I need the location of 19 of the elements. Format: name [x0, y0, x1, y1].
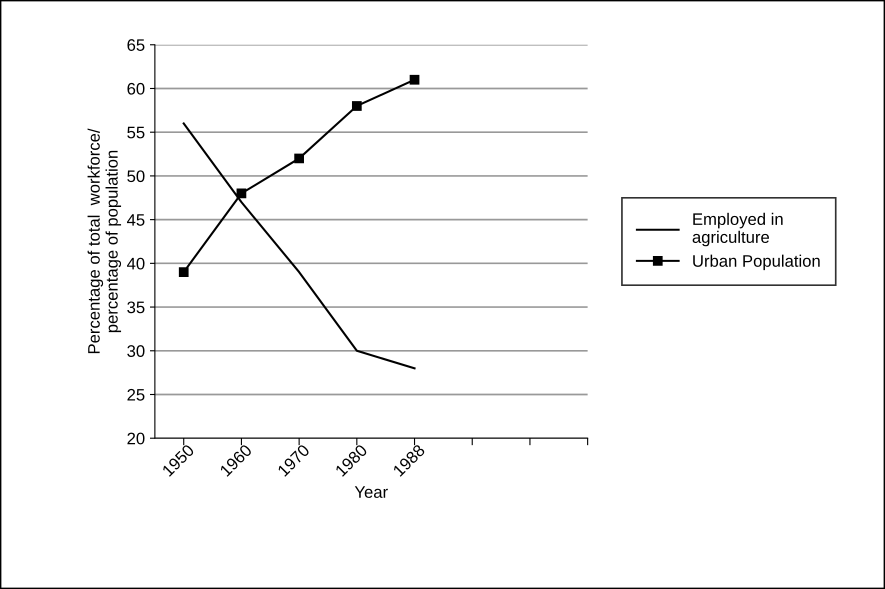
y-tick-label: 50 [127, 170, 145, 182]
y-tick-label: 55 [127, 126, 144, 138]
point [352, 101, 362, 111]
y-tick-label: 65 [127, 39, 144, 51]
legend-label: Urban Population [693, 254, 820, 270]
y-tick-label: 40 [127, 258, 145, 270]
y-tick-label: 25 [127, 388, 144, 401]
x-axis-title: Year [354, 486, 388, 498]
y-tick-label: 35 [127, 301, 144, 314]
point [294, 154, 304, 164]
y-tick-label: 45 [127, 214, 144, 226]
y-tick-label: 20 [127, 432, 145, 444]
point [236, 188, 246, 198]
y-tick-label: 30 [127, 345, 145, 357]
y-tick-label: 60 [127, 82, 145, 95]
point [178, 267, 189, 277]
legend-label: Employed in agriculture [692, 212, 783, 246]
y-axis-title: Percentage of total workforce/ percentage of population [88, 128, 122, 354]
point [410, 74, 420, 85]
